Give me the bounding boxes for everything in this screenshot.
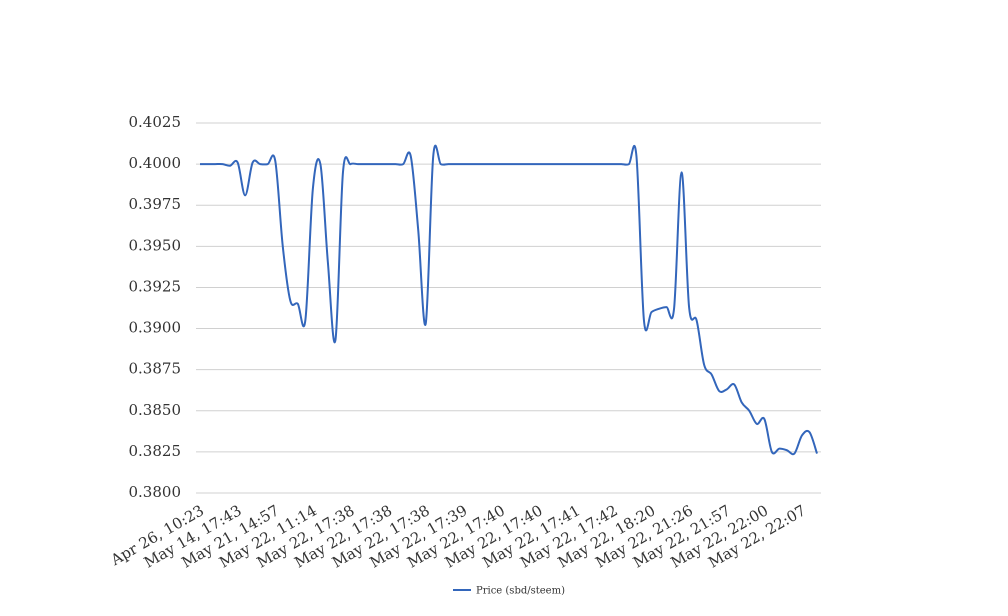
price-line [199,144,818,456]
y-tick-label: 0.3925 [129,277,182,295]
y-tick-label: 0.3950 [129,236,182,254]
y-tick-label: 0.3800 [129,483,182,501]
legend-label: Price (sbd/steem) [476,586,565,597]
y-tick-label: 0.3825 [129,442,182,460]
y-tick-label: 0.3975 [129,195,182,213]
y-tick-label: 0.4000 [129,154,182,172]
y-tick-label: 0.4025 [129,113,182,131]
y-tick-label: 0.3850 [129,401,182,419]
y-tick-label: 0.3875 [129,360,182,378]
y-tick-label: 0.3900 [129,319,182,337]
